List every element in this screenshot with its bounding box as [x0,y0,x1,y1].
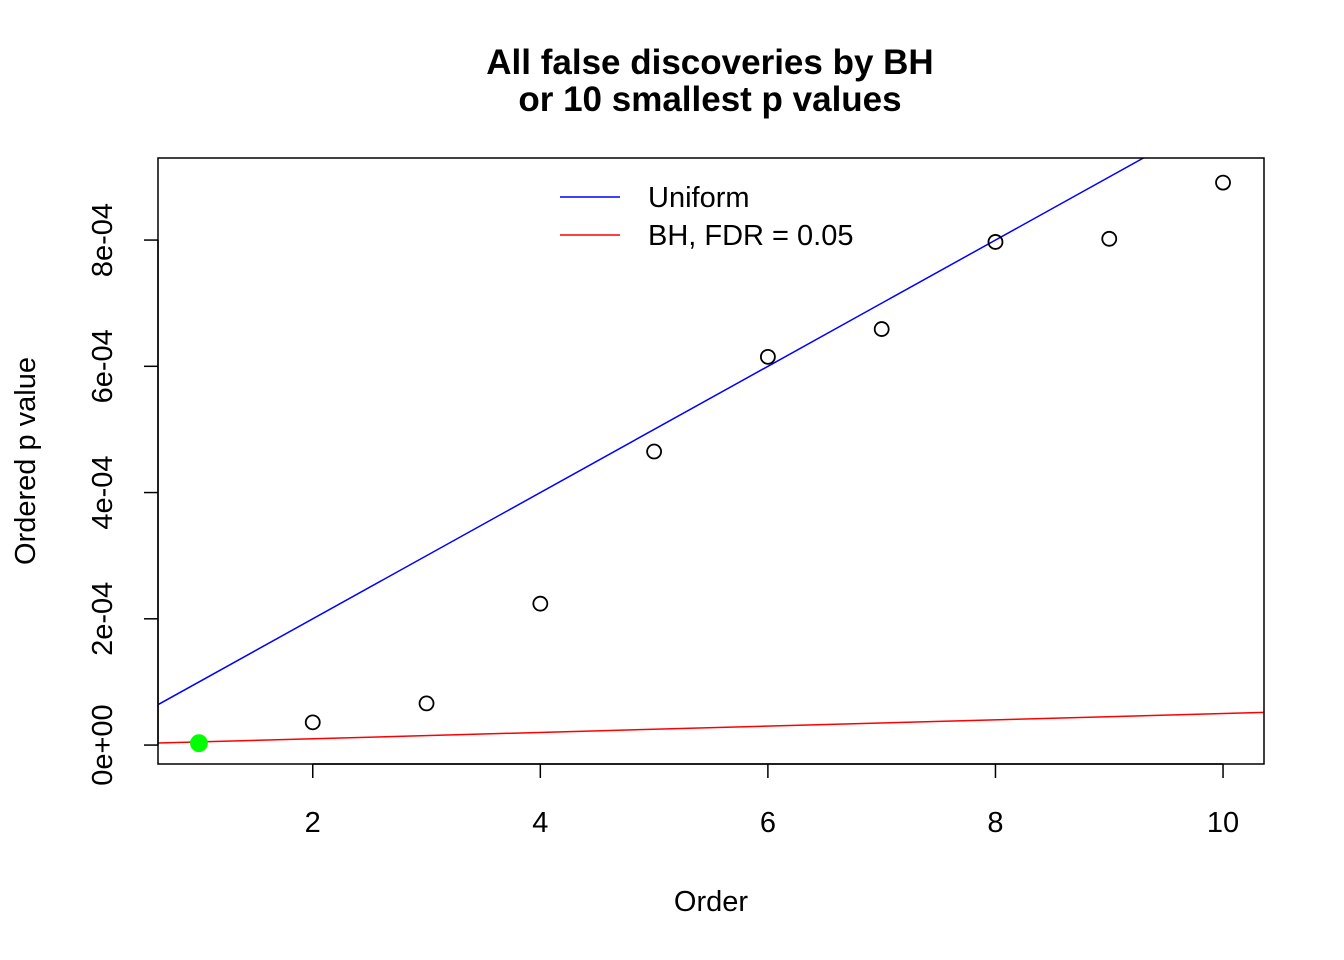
y-axis: 0e+00 2e-04 4e-04 6e-04 8e-04 [87,203,159,786]
y-tick-label: 0e+00 [87,704,119,785]
data-point [1101,230,1118,247]
data-point [304,714,321,731]
x-tick-label: 10 [1207,807,1239,839]
legend: Uniform BH, FDR = 0.05 [560,182,854,252]
y-tick-label: 2e-04 [87,582,119,656]
data-point [1215,174,1231,191]
x-tick-label: 2 [305,807,321,839]
y-tick-label: 6e-04 [87,329,119,403]
data-points [190,174,1231,753]
highlighted-point [190,734,208,753]
legend-label-bh: BH, FDR = 0.05 [648,220,854,252]
data-point [873,321,890,337]
data-point [532,595,549,612]
x-axis: 2 4 6 8 10 [305,763,1239,839]
data-point [418,695,435,712]
reference-lines [158,158,1264,744]
chart-title-line-2: or 10 smallest p values [518,80,901,119]
x-axis-label: Order [674,886,748,918]
y-tick-label: 4e-04 [87,455,119,529]
reference-line-uniform [158,158,1145,706]
x-tick-label: 8 [987,807,1003,839]
y-tick-label: 8e-04 [87,203,119,277]
data-point [646,443,663,460]
reference-line-bh [158,711,1264,744]
chart-title-line-1: All false discoveries by BH [486,43,933,82]
x-tick-label: 6 [760,807,776,839]
data-point [987,234,1004,250]
x-tick-label: 4 [532,807,548,839]
legend-label-uniform: Uniform [648,182,750,214]
data-point [759,348,776,365]
y-axis-label: Ordered p value [10,357,42,565]
